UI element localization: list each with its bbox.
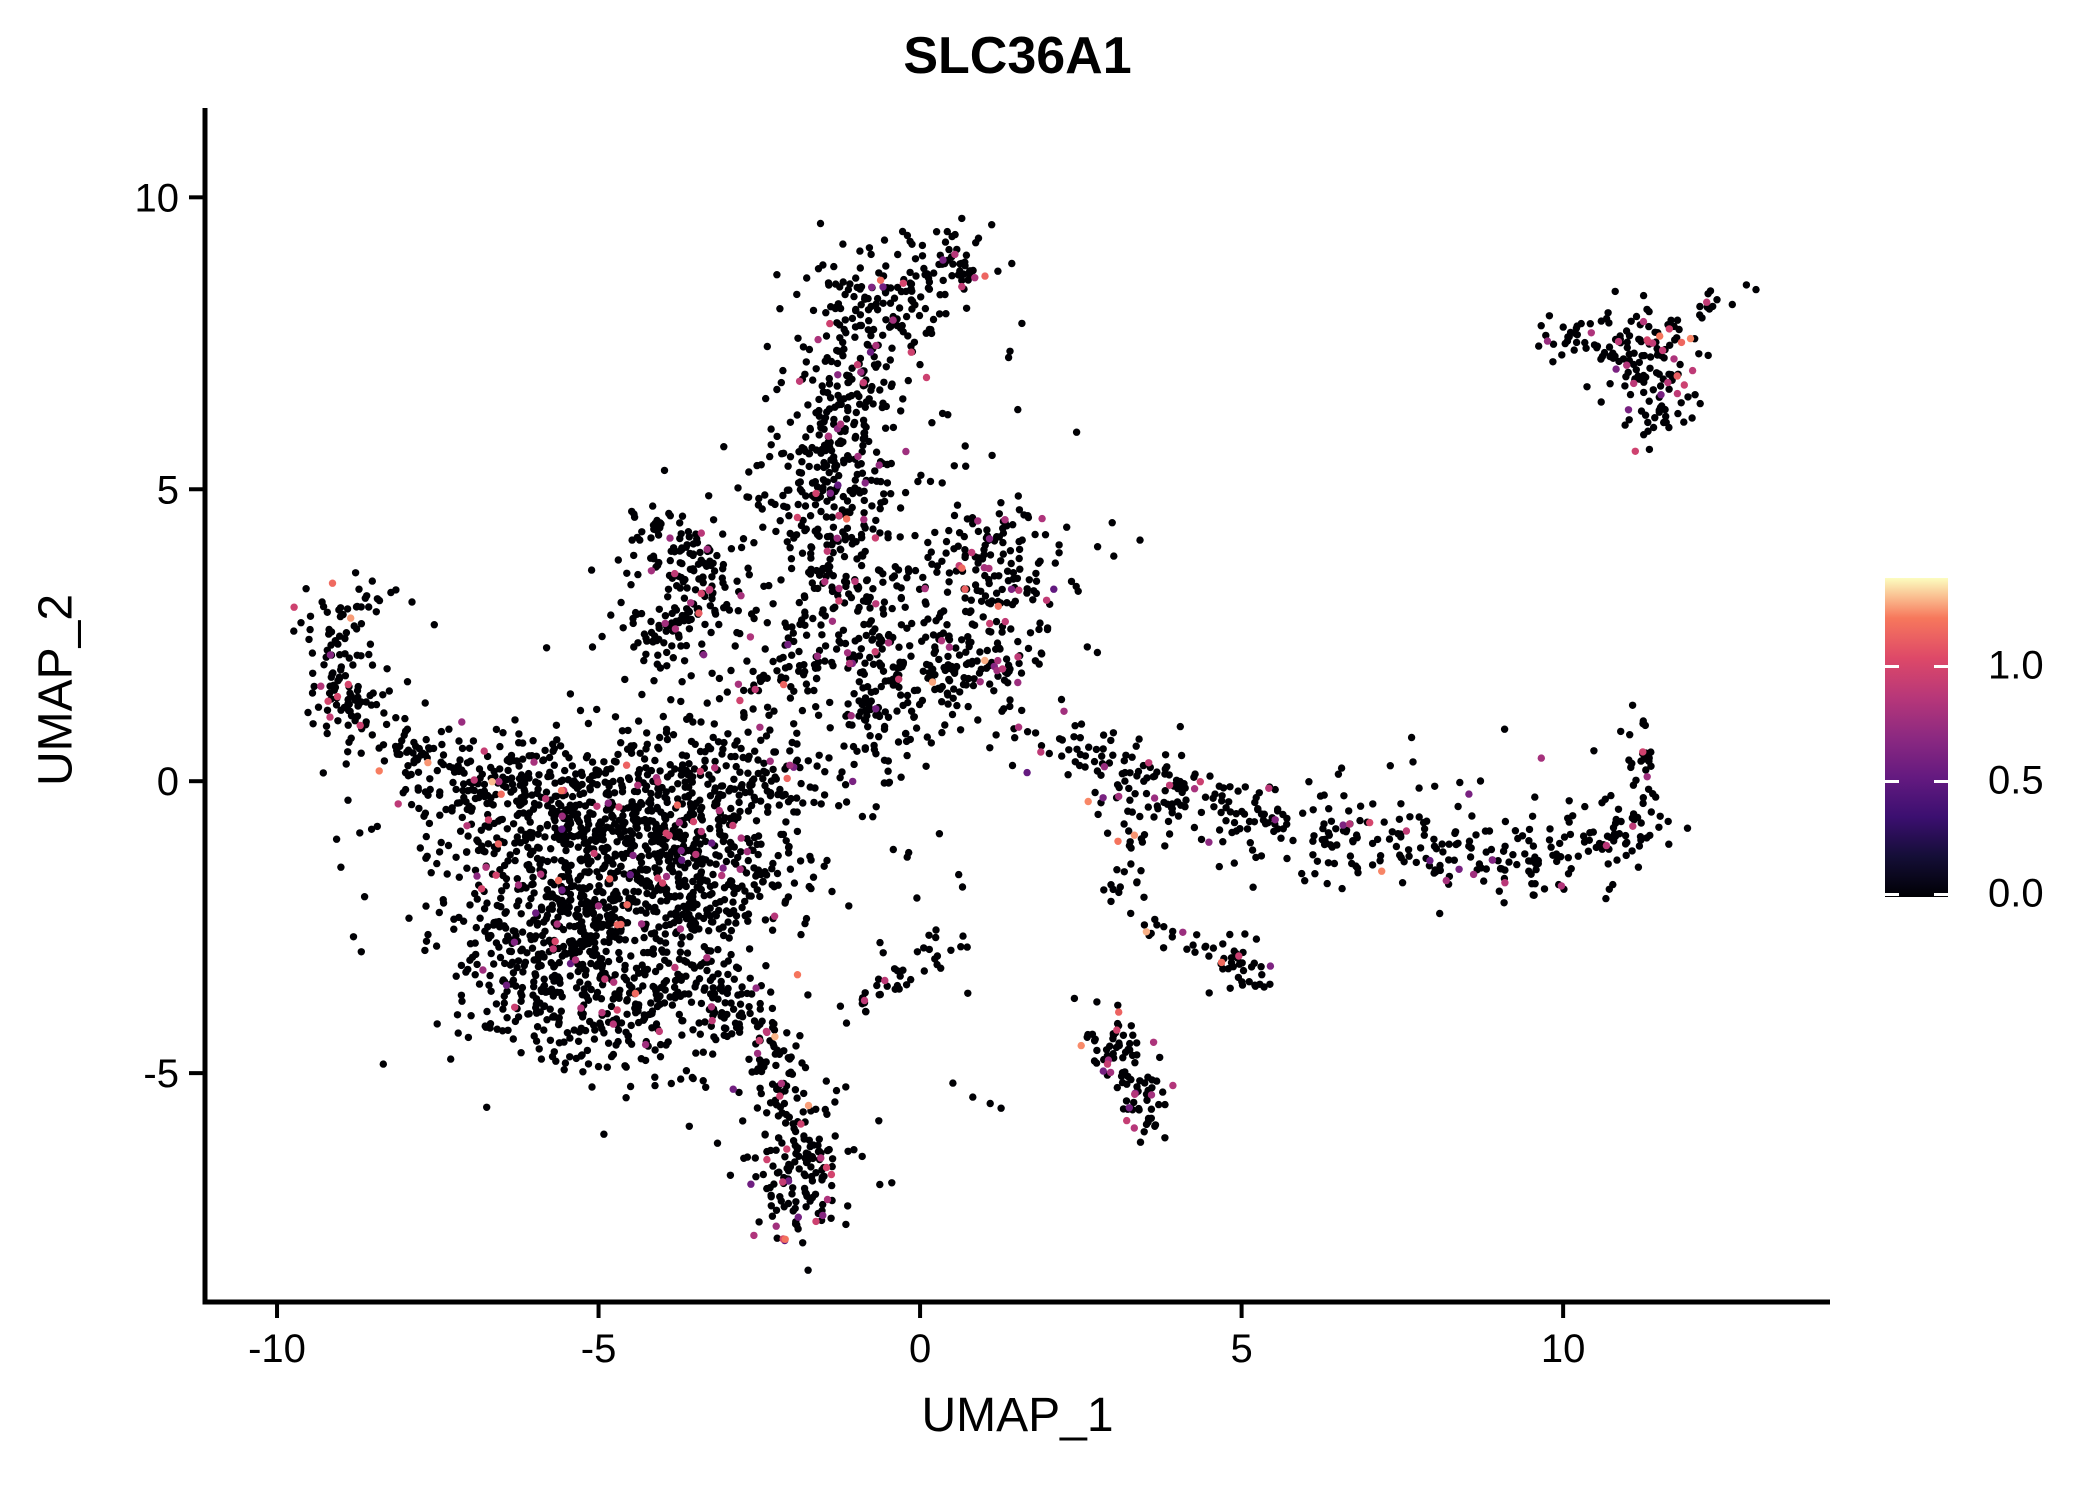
scatter-points bbox=[290, 214, 1760, 1274]
axes bbox=[202, 108, 1830, 1305]
x-tick-label: 5 bbox=[1230, 1327, 1252, 1371]
axis-ticks: -10 -5 0 5 10 -5 0 5 10 bbox=[135, 176, 1586, 1371]
colorbar-tick-mark bbox=[1934, 780, 1948, 784]
plot-title: SLC36A1 bbox=[903, 27, 1132, 85]
colorbar-tick-mark bbox=[1885, 780, 1899, 784]
y-tick-label: 0 bbox=[157, 760, 179, 804]
colorbar-tick-mark bbox=[1934, 664, 1948, 668]
colorbar-tick-label: 0.5 bbox=[1988, 758, 2044, 803]
x-axis-label: UMAP_1 bbox=[921, 1389, 1114, 1442]
colorbar-tick-mark bbox=[1885, 664, 1899, 668]
x-tick-label: 10 bbox=[1541, 1327, 1586, 1371]
x-tick-label: 0 bbox=[909, 1327, 931, 1371]
colorbar-tick-mark bbox=[1934, 893, 1948, 896]
y-tick-label: -5 bbox=[143, 1052, 179, 1096]
colorbar-legend: 0.0 0.5 1.0 bbox=[1885, 578, 2044, 916]
y-tick-label: 5 bbox=[157, 468, 179, 512]
x-tick-label: -10 bbox=[248, 1327, 306, 1371]
y-tick-label: 10 bbox=[135, 176, 180, 220]
colorbar-tick-label: 1.0 bbox=[1988, 643, 2044, 688]
colorbar-tick-mark bbox=[1885, 893, 1899, 896]
colorbar-gradient bbox=[1885, 578, 1948, 897]
colorbar-tick-label: 0.0 bbox=[1988, 871, 2044, 916]
x-tick-label: -5 bbox=[581, 1327, 617, 1371]
